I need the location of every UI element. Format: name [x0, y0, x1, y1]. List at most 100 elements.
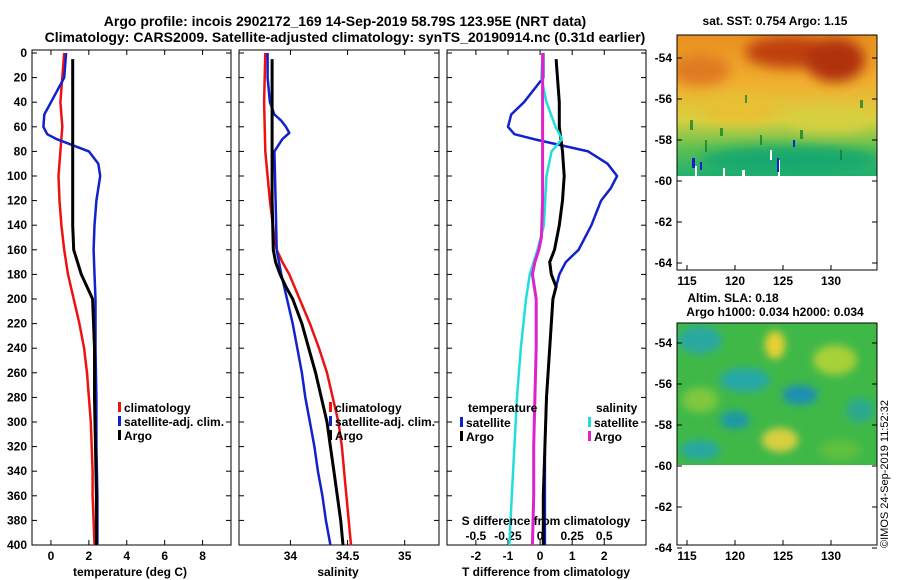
series-line-argo — [71, 59, 98, 545]
map-lat-label: -58 — [655, 133, 673, 147]
imos-watermark: ©IMOS 24-Sep-2019 11:52:32 — [879, 400, 891, 548]
difference-panel-frame — [446, 49, 647, 546]
legend-label-temp-satellite: satellite — [466, 416, 511, 430]
map-lon-label: 120 — [725, 549, 745, 563]
map-lon-label: 115 — [677, 549, 697, 563]
depth-tick-label: 60 — [14, 120, 28, 134]
figure-title-line1: Argo profile: incois 2902172_169 14-Sep-… — [104, 13, 586, 29]
sst-map-title: sat. SST: 0.754 Argo: 1.15 — [703, 14, 848, 28]
temperature-legend: climatology satellite-adj. clim. Argo — [118, 401, 224, 443]
salinity-panel-frame — [238, 49, 440, 546]
depth-tick-label: 400 — [7, 538, 27, 552]
legend-swatch-climatology — [118, 402, 121, 412]
x-tick-label: 0 — [48, 549, 55, 563]
salinity-diff-legend: salinity satellite Argo — [588, 401, 639, 444]
legend-swatch-argo — [329, 430, 332, 440]
map-lat-label: -60 — [655, 459, 673, 473]
map-lat-label: -62 — [655, 500, 673, 514]
x-tick-label: 35 — [398, 549, 412, 563]
depth-tick-label: 140 — [7, 218, 27, 232]
map-lat-label: -64 — [655, 541, 673, 555]
depth-tick-label: 220 — [7, 317, 27, 331]
depth-tick-label: 380 — [7, 513, 27, 527]
depth-tick-label: 240 — [7, 341, 27, 355]
x-tick-label: 6 — [161, 549, 168, 563]
map-lon-label: 125 — [773, 274, 793, 288]
temperature-xlabel: temperature (deg C) — [73, 565, 187, 579]
legend-swatch-argo — [118, 430, 121, 440]
salinity-panel: 34 34.5 35 salinity climatology satellite-… — [262, 50, 435, 579]
depth-tick-label: 120 — [7, 194, 27, 208]
depth-tick-label: 360 — [7, 489, 27, 503]
depth-tick-label: 300 — [7, 415, 27, 429]
figure-title-line2: Climatology: CARS2009. Satellite-adjuste… — [45, 29, 646, 45]
map-lon-label: 130 — [821, 549, 841, 563]
series-line-temperature-satellite — [506, 53, 619, 545]
sla-map-title-line2: Argo h1000: 0.034 h2000: 0.034 — [686, 305, 864, 319]
legend-label-climatology: climatology — [335, 401, 402, 415]
depth-tick-label: 80 — [14, 144, 28, 158]
map-lat-label: -56 — [655, 92, 673, 106]
s-tick-label: 0.5 — [596, 529, 613, 543]
legend-title-salinity: salinity — [596, 401, 638, 415]
x-tick-label: -1 — [503, 549, 514, 563]
depth-tick-label: 40 — [14, 95, 28, 109]
legend-swatch-temp-satellite — [460, 417, 463, 427]
map-lat-label: -56 — [655, 377, 673, 391]
depth-tick-label: 20 — [14, 71, 28, 85]
legend-label-argo: Argo — [335, 429, 363, 443]
sla-map: Altim. SLA: 0.18 Argo h1000: 0.034 h2000… — [655, 291, 878, 563]
legend-title-temperature: temperature — [468, 401, 538, 415]
legend-label-sal-satellite: satellite — [594, 416, 639, 430]
depth-tick-label: 200 — [7, 292, 27, 306]
depth-tick-label: 320 — [7, 440, 27, 454]
legend-label-climatology: climatology — [124, 401, 191, 415]
sla-map-image — [677, 323, 877, 465]
legend-swatch-satellite — [329, 416, 332, 426]
s-tick-label: 0 — [537, 529, 544, 543]
map-lat-label: -54 — [655, 336, 673, 350]
temperature-panel-frame — [31, 49, 232, 546]
map-lon-label: 125 — [773, 549, 793, 563]
s-tick-label: 0.25 — [560, 529, 584, 543]
legend-label-temp-argo: Argo — [466, 430, 494, 444]
x-tick-label: 0 — [537, 549, 544, 563]
x-tick-label: 8 — [199, 549, 206, 563]
series-line-climatology — [262, 52, 353, 546]
difference-xlabel: T difference from climatology — [462, 565, 630, 579]
series-line-temperature-argo — [541, 58, 566, 545]
sst-map-image — [677, 35, 877, 176]
legend-swatch-sal-satellite — [588, 417, 591, 427]
series-line-climatology — [57, 52, 96, 546]
sla-map-title-line1: Altim. SLA: 0.18 — [687, 291, 779, 305]
depth-tick-label: 340 — [7, 464, 27, 478]
series-line-salinity-argo — [530, 53, 545, 546]
depth-tick-label: 160 — [7, 243, 27, 257]
depth-axis: 0 20 40 60 80 100 120 140 160 180 200 220 240 260 280 3… — [7, 46, 646, 552]
difference-xlabel-salinity: S difference from climatology — [462, 514, 631, 528]
temperature-diff-legend: temperature satellite Argo — [460, 401, 538, 444]
temperature-panel: 0 2 4 6 8 temperature (deg C) climatology sa… — [42, 50, 224, 579]
salinity-legend: climatology satellite-adj. clim. Argo — [329, 401, 435, 443]
depth-tick-label: 0 — [20, 46, 27, 60]
series-line-argo — [270, 59, 345, 546]
difference-panel: -2 -1 0 1 2 -0.5 -0.25 0 0.25 0.5 T difference fr… — [460, 50, 639, 579]
s-tick-label: -0.25 — [494, 529, 522, 543]
x-tick-label: 34 — [284, 549, 298, 563]
legend-label-satellite: satellite-adj. clim. — [335, 415, 435, 429]
s-tick-label: -0.5 — [466, 529, 487, 543]
legend-swatch-satellite — [118, 416, 121, 426]
legend-swatch-temp-argo — [460, 431, 463, 441]
x-tick-label: 34.5 — [336, 549, 360, 563]
x-tick-label: -2 — [471, 549, 482, 563]
x-tick-label: 2 — [601, 549, 608, 563]
legend-label-sal-argo: Argo — [594, 430, 622, 444]
map-lat-label: -62 — [655, 215, 673, 229]
map-lat-label: -54 — [655, 51, 673, 65]
x-tick-label: 1 — [569, 549, 576, 563]
depth-tick-label: 260 — [7, 366, 27, 380]
map-lon-label: 115 — [677, 274, 697, 288]
depth-tick-label: 180 — [7, 267, 27, 281]
legend-label-satellite: satellite-adj. clim. — [124, 415, 224, 429]
